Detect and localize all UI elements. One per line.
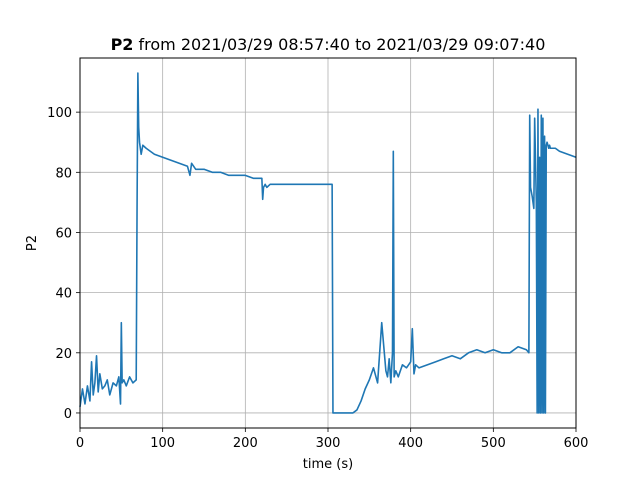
y-tick-label: 100 bbox=[47, 106, 72, 121]
series-line bbox=[79, 72, 577, 414]
y-tick-label: 40 bbox=[55, 287, 72, 302]
y-axis-label: P2 bbox=[25, 235, 40, 251]
x-axis-ticks: 0 100 200 300 400 500 600 bbox=[76, 428, 589, 451]
grid-lines bbox=[79, 58, 577, 428]
x-tick-label: 200 bbox=[233, 436, 258, 451]
chart-title: P2 from 2021/03/29 08:57:40 to 2021/03/2… bbox=[111, 35, 546, 54]
x-tick-label: 500 bbox=[481, 436, 506, 451]
y-tick-label: 80 bbox=[55, 166, 72, 181]
chart-title-bold: P2 bbox=[111, 35, 134, 54]
y-tick-label: 20 bbox=[55, 347, 72, 362]
x-tick-label: 0 bbox=[76, 436, 84, 451]
y-tick-label: 0 bbox=[64, 407, 72, 422]
x-tick-label: 600 bbox=[564, 436, 589, 451]
x-tick-label: 100 bbox=[150, 436, 175, 451]
y-axis-ticks: 0 20 40 60 80 100 bbox=[47, 106, 80, 422]
x-tick-label: 300 bbox=[316, 436, 341, 451]
x-tick-label: 400 bbox=[398, 436, 423, 451]
x-axis-label: time (s) bbox=[303, 457, 353, 472]
y-tick-label: 60 bbox=[55, 226, 72, 241]
plot-area bbox=[79, 72, 577, 414]
chart-title-rest: from 2021/03/29 08:57:40 to 2021/03/29 0… bbox=[133, 35, 545, 54]
